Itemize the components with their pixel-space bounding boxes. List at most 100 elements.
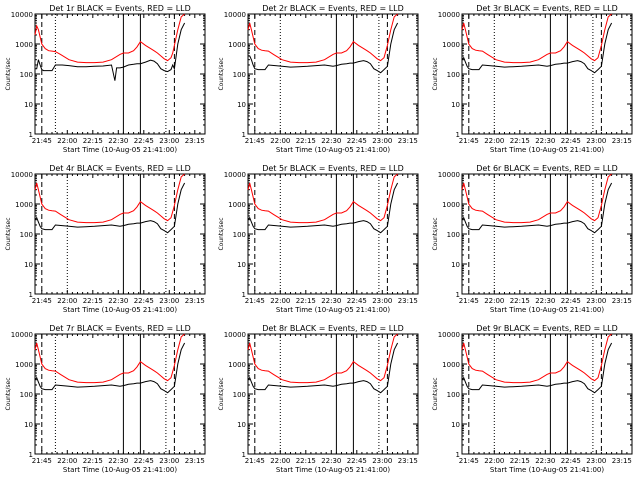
x-tick-label: 22:45 bbox=[347, 137, 367, 145]
series-line-events bbox=[34, 182, 186, 234]
series-line-events bbox=[461, 182, 613, 234]
x-tick-label: 23:00 bbox=[586, 457, 606, 465]
y-tick-label: 1 bbox=[29, 451, 33, 459]
x-tick-label: 23:00 bbox=[159, 297, 179, 305]
y-tick-label: 1 bbox=[456, 291, 460, 299]
series-line-events bbox=[461, 22, 613, 74]
series-line-lld bbox=[247, 173, 398, 224]
y-tick-label: 100 bbox=[447, 71, 460, 79]
x-tick-label: 23:15 bbox=[185, 297, 205, 305]
x-tick-label: 22:45 bbox=[561, 137, 581, 145]
x-tick-label: 23:15 bbox=[185, 137, 205, 145]
x-tick-label: 22:45 bbox=[134, 137, 154, 145]
y-axis-label: Counts/sec bbox=[5, 217, 12, 250]
y-tick-label: 10000 bbox=[11, 331, 33, 339]
x-tick-label: 22:15 bbox=[296, 457, 316, 465]
x-tick-label: 23:00 bbox=[159, 457, 179, 465]
y-axis-label: Counts/sec bbox=[5, 377, 12, 410]
plot-panel-6r: Det 6r BLACK = Events, RED = LLD 1 10 100 10… bbox=[432, 164, 633, 314]
y-tick-label: 10000 bbox=[438, 331, 460, 339]
plot-title: Det 3r BLACK = Events, RED = LLD bbox=[476, 4, 618, 13]
x-tick-label: 23:00 bbox=[159, 137, 179, 145]
x-tick-label: 21:45 bbox=[245, 137, 265, 145]
x-tick-label: 23:00 bbox=[372, 137, 392, 145]
plot-frame bbox=[461, 173, 633, 295]
plot-panel-2r: Det 2r BLACK = Events, RED = LLD 1 10 100 10… bbox=[218, 4, 419, 154]
series-line-events bbox=[35, 22, 186, 81]
plot-title: Det 4r BLACK = Events, RED = LLD bbox=[49, 164, 191, 173]
x-tick-label: 22:00 bbox=[270, 137, 290, 145]
plot-title: Det 5r BLACK = Events, RED = LLD bbox=[262, 164, 404, 173]
series-line-lld bbox=[461, 13, 612, 64]
plot-frame bbox=[461, 13, 633, 135]
y-tick-label: 10000 bbox=[11, 11, 33, 19]
plot-title: Det 9r BLACK = Events, RED = LLD bbox=[476, 324, 618, 333]
x-tick-label: 22:30 bbox=[108, 297, 128, 305]
series-line-events bbox=[34, 342, 186, 394]
y-tick-label: 10000 bbox=[224, 11, 246, 19]
series-line-events bbox=[461, 342, 613, 394]
x-tick-label: 22:15 bbox=[296, 297, 316, 305]
y-tick-label: 1000 bbox=[442, 41, 460, 49]
x-tick-label: 22:00 bbox=[57, 137, 77, 145]
x-tick-label: 22:15 bbox=[83, 457, 103, 465]
series-line-lld bbox=[34, 13, 185, 64]
y-tick-label: 100 bbox=[447, 231, 460, 239]
plot-panel-5r: Det 5r BLACK = Events, RED = LLD 1 10 100 10… bbox=[218, 164, 419, 314]
y-tick-label: 1000 bbox=[15, 201, 33, 209]
y-tick-label: 100 bbox=[233, 71, 246, 79]
x-axis-label: Start Time (10-Aug-05 21:41:00) bbox=[490, 466, 604, 474]
y-tick-label: 1 bbox=[456, 131, 460, 139]
plot-title: Det 2r BLACK = Events, RED = LLD bbox=[262, 4, 404, 13]
x-tick-label: 22:00 bbox=[484, 297, 504, 305]
x-tick-label: 22:15 bbox=[296, 137, 316, 145]
x-tick-label: 22:15 bbox=[510, 137, 530, 145]
x-tick-label: 22:15 bbox=[510, 297, 530, 305]
y-axis-label: Counts/sec bbox=[432, 377, 439, 410]
plot-panel-1r: Det 1r BLACK = Events, RED = LLD 1 10 100 10… bbox=[5, 4, 206, 154]
plot-title: Det 7r BLACK = Events, RED = LLD bbox=[49, 324, 191, 333]
x-tick-label: 21:45 bbox=[32, 457, 52, 465]
y-tick-label: 10 bbox=[451, 261, 460, 269]
series-line-events bbox=[248, 22, 399, 74]
y-axis-label: Counts/sec bbox=[218, 217, 225, 250]
x-tick-label: 22:00 bbox=[57, 297, 77, 305]
x-axis-label: Start Time (10-Aug-05 21:41:00) bbox=[63, 466, 177, 474]
plot-frame bbox=[34, 13, 206, 135]
x-axis-label: Start Time (10-Aug-05 21:41:00) bbox=[276, 306, 390, 314]
x-tick-label: 23:15 bbox=[398, 137, 418, 145]
plot-frame bbox=[247, 333, 419, 455]
y-axis-label: Counts/sec bbox=[218, 57, 225, 90]
y-tick-label: 100 bbox=[447, 391, 460, 399]
x-tick-label: 22:30 bbox=[108, 457, 128, 465]
x-tick-label: 22:45 bbox=[134, 457, 154, 465]
x-tick-label: 22:45 bbox=[347, 297, 367, 305]
y-tick-label: 10 bbox=[237, 261, 246, 269]
x-tick-label: 23:00 bbox=[372, 297, 392, 305]
x-tick-label: 22:15 bbox=[83, 137, 103, 145]
y-tick-label: 1000 bbox=[228, 41, 246, 49]
series-line-lld bbox=[461, 333, 612, 384]
y-tick-label: 10 bbox=[24, 261, 33, 269]
x-axis-label: Start Time (10-Aug-05 21:41:00) bbox=[276, 466, 390, 474]
y-tick-label: 10 bbox=[24, 421, 33, 429]
y-tick-label: 1 bbox=[29, 291, 33, 299]
x-tick-label: 21:45 bbox=[245, 457, 265, 465]
x-tick-label: 22:15 bbox=[510, 457, 530, 465]
plot-title: Det 8r BLACK = Events, RED = LLD bbox=[262, 324, 404, 333]
series-line-lld bbox=[34, 333, 185, 384]
y-tick-label: 10 bbox=[237, 101, 246, 109]
y-tick-label: 1 bbox=[242, 131, 246, 139]
y-tick-label: 10 bbox=[237, 421, 246, 429]
plot-panel-4r: Det 4r BLACK = Events, RED = LLD 1 10 100 10… bbox=[5, 164, 206, 314]
x-tick-label: 23:15 bbox=[398, 457, 418, 465]
x-tick-label: 23:15 bbox=[612, 457, 632, 465]
y-tick-label: 1 bbox=[242, 291, 246, 299]
x-axis-label: Start Time (10-Aug-05 21:41:00) bbox=[490, 146, 604, 154]
y-tick-label: 10 bbox=[451, 101, 460, 109]
x-axis-label: Start Time (10-Aug-05 21:41:00) bbox=[276, 146, 390, 154]
y-axis-label: Counts/sec bbox=[432, 57, 439, 90]
x-tick-label: 22:30 bbox=[321, 137, 341, 145]
plot-frame bbox=[34, 333, 206, 455]
